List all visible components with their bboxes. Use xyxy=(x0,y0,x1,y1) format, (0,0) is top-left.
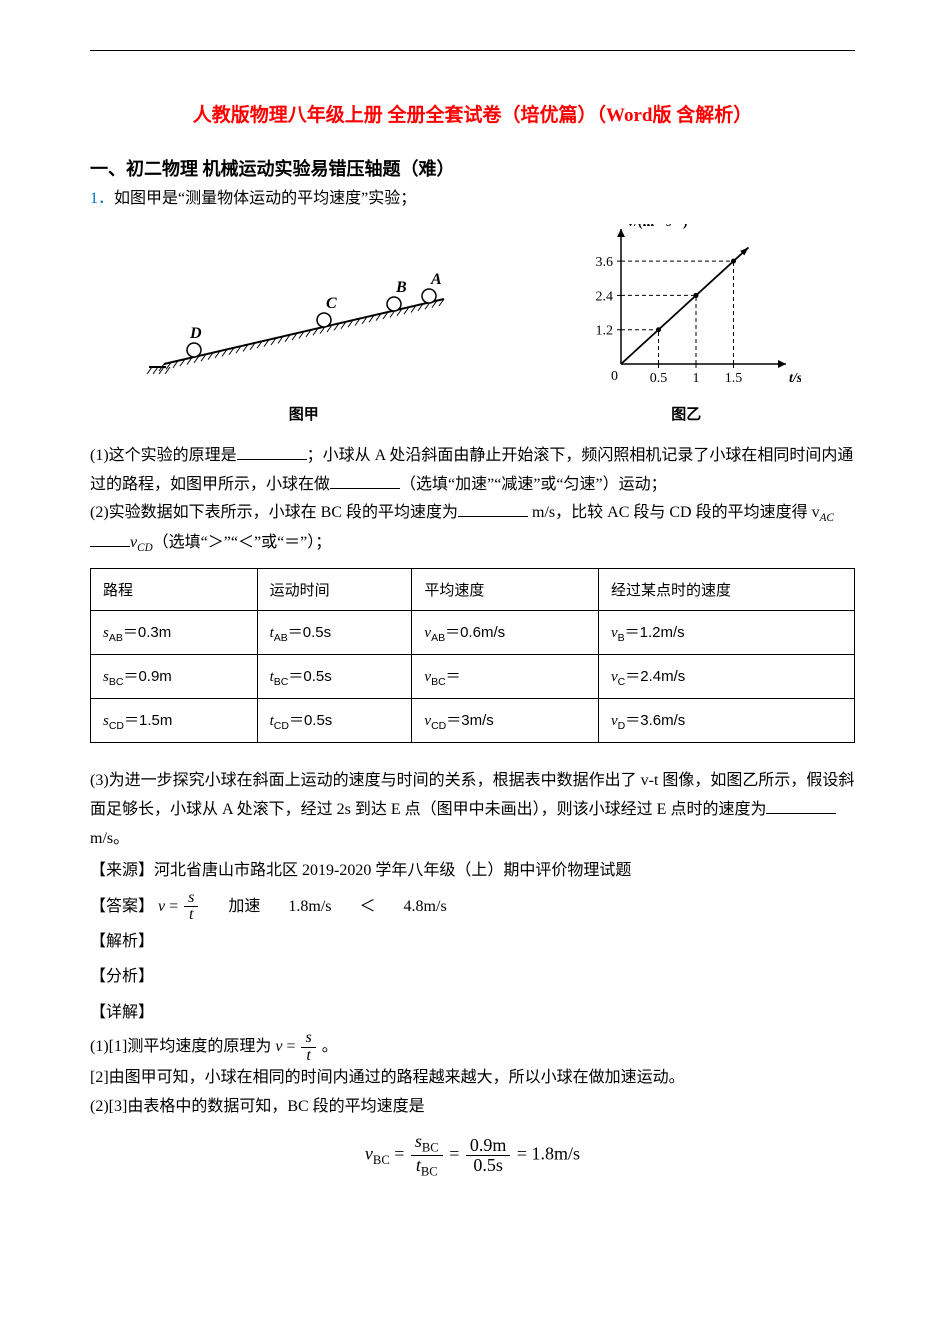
p3-text-a: (3)为进一步探究小球在斜面上运动的速度与时间的关系，根据表中数据作出了 v-t… xyxy=(90,772,854,818)
answer-label: 【答案】 xyxy=(90,898,154,915)
figures-row: D C B A 图甲 1.2 2.4 3.6 0.5 1 1.5 0 v/(m · s⁻¹) t/s … xyxy=(90,224,855,424)
sub-cd: CD xyxy=(137,542,153,554)
svg-text:1.2: 1.2 xyxy=(596,324,614,339)
answer-v4: 4.8m/s xyxy=(404,889,447,924)
data-table: 路程运动时间平均速度经过某点时的速度 sAB＝0.3mtAB＝0.5svAB＝0… xyxy=(90,568,855,743)
svg-text:t/s: t/s xyxy=(789,371,801,386)
figure-1-wrap: D C B A 图甲 xyxy=(144,264,464,424)
table-row: sCD＝1.5mtCD＝0.5svCD＝3m/svD＝3.6m/s xyxy=(91,699,855,743)
svg-text:B: B xyxy=(395,279,407,296)
figure-2-graph: 1.2 2.4 3.6 0.5 1 1.5 0 v/(m · s⁻¹) t/s xyxy=(571,224,801,394)
explanation-1: (1)[1]测平均速度的原理为 v = st 。 xyxy=(90,1030,855,1065)
svg-text:3.6: 3.6 xyxy=(596,255,614,270)
p1-text-c: （选填“加速”“减速”或“匀速”）运动； xyxy=(400,476,667,493)
table-cell: vBC＝ xyxy=(412,655,599,699)
question-number: 1． xyxy=(90,190,114,207)
svg-text:1: 1 xyxy=(693,371,700,386)
explanation-3: (2)[3]由表格中的数据可知，BC 段的平均速度是 xyxy=(90,1093,855,1122)
expl1-a: (1)[1]测平均速度的原理为 xyxy=(90,1038,275,1055)
table-cell: vB＝1.2m/s xyxy=(598,611,854,655)
detail-label: 【详解】 xyxy=(90,995,855,1030)
figure-2-wrap: 1.2 2.4 3.6 0.5 1 1.5 0 v/(m · s⁻¹) t/s 图乙 xyxy=(571,224,801,424)
svg-text:1.5: 1.5 xyxy=(725,371,743,386)
table-cell: vCD＝3m/s xyxy=(412,699,599,743)
source-line: 【来源】河北省唐山市路北区 2019-2020 学年八年级（上）期中评价物理试题 xyxy=(90,853,855,888)
top-rule xyxy=(90,50,855,51)
table-cell: tCD＝0.5s xyxy=(257,699,412,743)
answer-v1: 加速 xyxy=(228,889,260,924)
blank-1 xyxy=(237,443,307,460)
table-row: sBC＝0.9mtBC＝0.5svBC＝vC＝2.4m/s xyxy=(91,655,855,699)
part-3: (3)为进一步探究小球在斜面上运动的速度与时间的关系，根据表中数据作出了 v-t… xyxy=(90,767,855,853)
fenxi-label: 【分析】 xyxy=(90,959,855,994)
p2-text-b: m/s，比较 AC 段与 CD 段的平均速度得 v xyxy=(528,504,820,521)
answer-formula: v = st xyxy=(158,889,200,925)
table-cell: sBC＝0.9m xyxy=(91,655,258,699)
p2-text-a: (2)实验数据如下表所示，小球在 BC 段的平均速度为 xyxy=(90,504,458,521)
blank-2 xyxy=(330,472,400,489)
table-cell: sCD＝1.5m xyxy=(91,699,258,743)
table-cell: tAB＝0.5s xyxy=(257,611,412,655)
table-cell: vC＝2.4m/s xyxy=(598,655,854,699)
answer-line: 【答案】 v = st 加速 1.8m/s ＜ 4.8m/s xyxy=(90,889,855,925)
sub-ac: AC xyxy=(820,513,834,525)
figure-2-caption: 图乙 xyxy=(571,403,801,424)
svg-text:D: D xyxy=(189,325,202,342)
explanation-2: [2]由图甲可知，小球在相同的时间内通过的路程越来越大，所以小球在做加速运动。 xyxy=(90,1064,855,1093)
section-heading: 一、初二物理 机械运动实验易错压轴题（难） xyxy=(90,155,855,181)
table-header: 运动时间 xyxy=(257,569,412,611)
table-cell: sAB＝0.3m xyxy=(91,611,258,655)
table-row: sAB＝0.3mtAB＝0.5svAB＝0.6m/svB＝1.2m/s xyxy=(91,611,855,655)
stem-text: 如图甲是“测量物体运动的平均速度”实验； xyxy=(114,190,416,207)
final-equation: vBC = sBC tBC = 0.9m 0.5s = 1.8m/s xyxy=(90,1132,855,1179)
figure-1-ramp: D C B A xyxy=(144,264,464,394)
svg-text:0: 0 xyxy=(611,369,618,384)
blank-5 xyxy=(766,797,836,814)
blank-3 xyxy=(458,500,528,517)
blank-4 xyxy=(90,530,130,547)
table-cell: tBC＝0.5s xyxy=(257,655,412,699)
answer-v3: ＜ xyxy=(360,889,376,924)
svg-text:2.4: 2.4 xyxy=(596,289,614,304)
p1-text-a: (1)这个实验的原理是 xyxy=(90,447,237,464)
table-header: 经过某点时的速度 xyxy=(598,569,854,611)
p3-text-b: m/s。 xyxy=(90,830,129,847)
svg-text:A: A xyxy=(430,271,442,288)
table-cell: vAB＝0.6m/s xyxy=(412,611,599,655)
expl1-b: 。 xyxy=(322,1038,338,1055)
answer-v2: 1.8m/s xyxy=(288,889,331,924)
p2-text-c: （选填“＞”“＜”或“＝”）； xyxy=(153,534,332,551)
table-cell: vD＝3.6m/s xyxy=(598,699,854,743)
svg-text:v/(m · s⁻¹): v/(m · s⁻¹) xyxy=(627,224,688,230)
part-2: (2)实验数据如下表所示，小球在 BC 段的平均速度为 m/s，比较 AC 段与… xyxy=(90,499,855,558)
analysis-label: 【解析】 xyxy=(90,924,855,959)
source-label: 【来源】 xyxy=(90,862,154,879)
table-header: 路程 xyxy=(91,569,258,611)
question-stem: 1．如图甲是“测量物体运动的平均速度”实验； xyxy=(90,185,855,214)
svg-text:C: C xyxy=(326,295,337,312)
part-1: (1)这个实验的原理是；小球从 A 处沿斜面由静止开始滚下，频闪照相机记录了小球… xyxy=(90,442,855,500)
source-text: 河北省唐山市路北区 2019-2020 学年八年级（上）期中评价物理试题 xyxy=(154,862,631,879)
figure-1-caption: 图甲 xyxy=(144,403,464,424)
svg-text:0.5: 0.5 xyxy=(650,371,668,386)
page-title: 人教版物理八年级上册 全册全套试卷（培优篇）（Word版 含解析） xyxy=(90,100,855,127)
table-header: 平均速度 xyxy=(412,569,599,611)
